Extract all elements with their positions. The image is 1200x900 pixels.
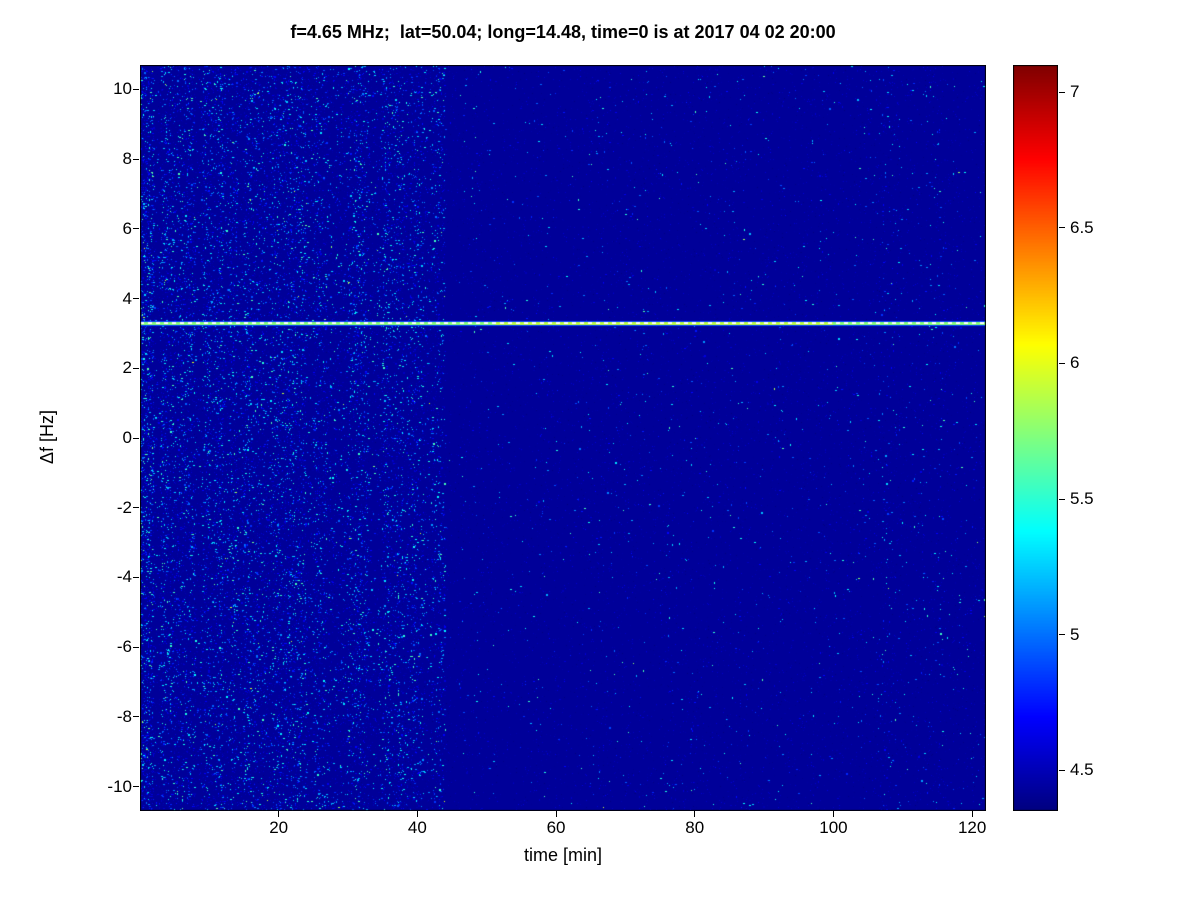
colorbar-canvas [1013,65,1058,811]
colorbar-tick-mark [1059,227,1065,229]
y-tick-mark [133,646,139,648]
y-tick-mark [133,298,139,300]
y-tick-label: 0 [122,428,132,447]
y-tick-mark [133,437,139,439]
chart-title: f=4.65 MHz; lat=50.04; long=14.48, time=… [290,22,836,42]
y-tick-label: -10 [107,776,132,796]
y-tick-label: -2 [116,497,132,517]
colorbar-tick-mark [1059,634,1065,636]
colorbar-tick-label: 6 [1070,353,1080,373]
x-tick-mark [416,811,418,817]
y-tick-mark [133,576,139,578]
colorbar-tick-mark [1059,362,1065,364]
y-tick-label: -6 [116,637,132,657]
y-tick-label: 2 [122,358,132,378]
y-tick-label: -4 [116,567,132,587]
y-tick-mark [133,716,139,718]
x-tick-mark [971,811,973,817]
x-tick-label: 40 [407,818,427,837]
colorbar-tick-mark [1059,498,1065,500]
colorbar-tick-label: 7 [1070,82,1080,102]
x-tick-mark [694,811,696,817]
y-tick-mark [133,158,139,160]
colorbar-tick-label: 5.5 [1070,489,1094,509]
y-tick-mark [133,367,139,369]
heatmap-canvas [140,65,986,811]
x-tick-label: 120 [957,818,987,837]
x-tick-mark [278,811,280,817]
y-tick-label: 8 [122,149,132,169]
x-tick-label: 60 [546,818,566,837]
colorbar-tick-mark [1059,91,1065,93]
x-tick-label: 100 [819,818,848,837]
colorbar-tick-mark [1059,769,1065,771]
x-tick-mark [832,811,834,817]
colorbar-tick-label: 5 [1070,624,1080,644]
x-tick-mark [555,811,557,817]
y-tick-label: 4 [122,288,132,308]
y-tick-mark [133,786,139,788]
x-tick-label: 20 [269,818,289,837]
y-tick-mark [133,507,139,509]
colorbar-tick-label: 4.5 [1070,760,1094,780]
y-tick-label: 10 [113,79,132,99]
x-tick-label: 80 [685,818,705,837]
y-tick-mark [133,88,139,90]
y-tick-mark [133,228,139,230]
y-tick-label: -8 [116,706,132,726]
colorbar-tick-label: 6.5 [1070,217,1094,237]
y-tick-label: 6 [122,218,132,238]
x-axis-label: time [min] [523,845,602,865]
y-axis-label: Δf [Hz] [37,409,57,465]
